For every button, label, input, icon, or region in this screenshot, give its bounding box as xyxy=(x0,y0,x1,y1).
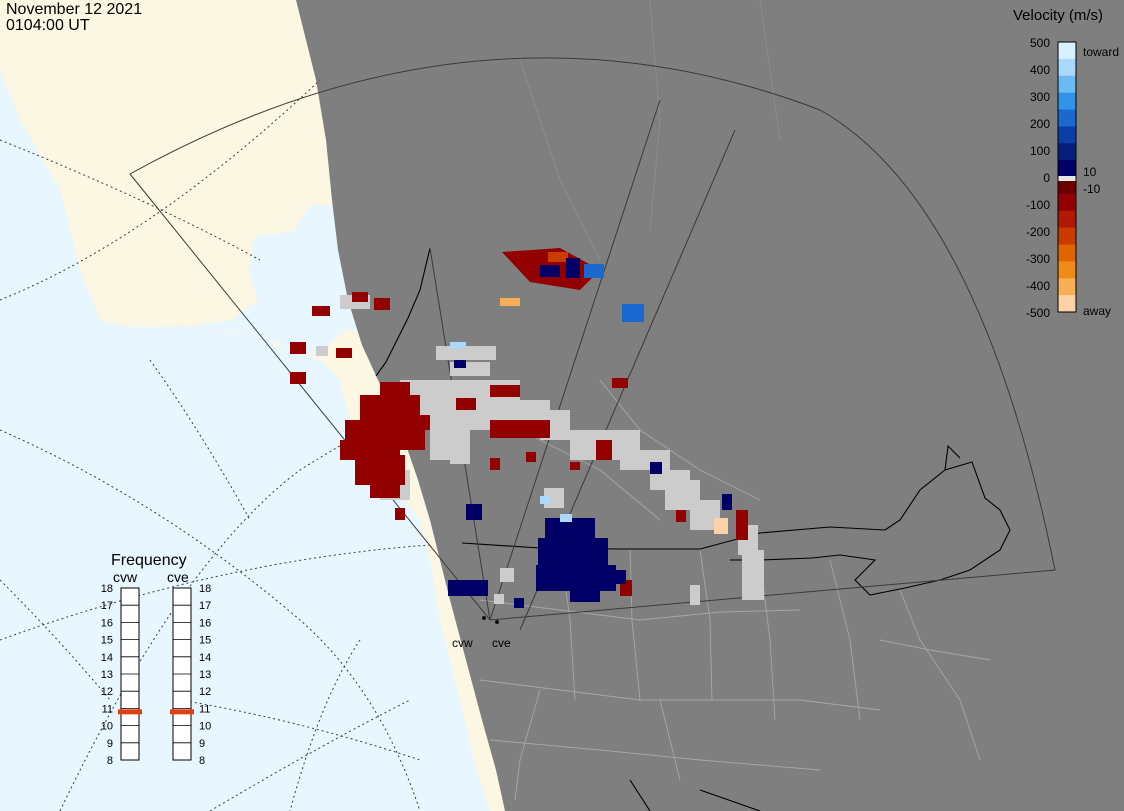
time-label: 0104:00 UT xyxy=(6,17,90,34)
velocity-tick-label: 0 xyxy=(1043,171,1050,185)
frequency-scale-right: 14 xyxy=(199,652,211,664)
velocity-color-4 xyxy=(1058,109,1076,127)
frequency-scale-right: 13 xyxy=(199,669,211,681)
frequency-marker-cvw xyxy=(118,709,142,715)
velocity-color-7 xyxy=(1058,160,1076,178)
velocity-tick-label: -400 xyxy=(1026,279,1050,293)
frequency-scale-right: 8 xyxy=(199,755,205,767)
land-day xyxy=(0,0,512,811)
station-markers xyxy=(482,616,499,624)
frequency-scale-left: 12 xyxy=(101,686,113,698)
velocity-color-9 xyxy=(1058,193,1076,212)
velocity-color-14 xyxy=(1058,278,1076,296)
frequency-scale: 18 18 17 17 16 16 15 15 14 14 13 13 12 12 11 11 10 10 9 9 8 8 xyxy=(101,583,212,767)
frequency-radar-cvw: cvw xyxy=(113,569,138,585)
frequency-scale-left: 14 xyxy=(101,652,113,664)
velocity-tick-labels: 500 400 300 200 100 0 -100 -200 -300 -400 -500 xyxy=(1026,36,1050,320)
velocity-color-11 xyxy=(1058,227,1076,245)
frequency-scale-right: 12 xyxy=(199,686,211,698)
coast-strip xyxy=(358,332,505,811)
velocity-colorbar xyxy=(1057,41,1077,313)
frequency-radar-cve: cve xyxy=(167,569,189,585)
velocity-tick-10: 10 xyxy=(1083,165,1097,179)
frequency-scale-right: 17 xyxy=(199,600,211,612)
velocity-color-8 xyxy=(1058,177,1076,195)
velocity-color-13 xyxy=(1058,261,1076,279)
velocity-tick-label: 100 xyxy=(1030,144,1050,158)
velocity-color-0 xyxy=(1058,42,1076,60)
frequency-scale-right: 11 xyxy=(199,703,210,715)
velocity-away xyxy=(500,298,520,306)
frequency-scale-left: 9 xyxy=(107,738,113,750)
velocity-color-10 xyxy=(1058,210,1076,229)
velocity-tick-neg10: -10 xyxy=(1083,182,1101,196)
frequency-scale-left: 17 xyxy=(101,600,113,612)
frequency-scale-left: 11 xyxy=(102,703,113,715)
station-cvw-label: cvw xyxy=(452,636,473,650)
velocity-tick-label: 200 xyxy=(1030,117,1050,131)
frequency-scale-left: 15 xyxy=(101,635,113,647)
velocity-colorbar-frame xyxy=(1057,41,1077,313)
velocity-color-5 xyxy=(1058,126,1076,144)
station-cve-marker xyxy=(495,620,499,624)
date-label: November 12 2021 xyxy=(6,1,143,18)
backscatter-cells xyxy=(290,248,764,608)
velocity-legend-title: Velocity (m/s) xyxy=(1013,7,1103,24)
velocity-color-15 xyxy=(1058,295,1076,313)
night-grid xyxy=(519,0,781,261)
velocity-tick-label: 500 xyxy=(1030,36,1050,50)
velocity-color-6 xyxy=(1058,143,1076,161)
velocity-positive xyxy=(448,258,732,608)
velocity-tick-label: -500 xyxy=(1026,306,1050,320)
velocity-color-3 xyxy=(1058,92,1076,110)
frequency-scale-left: 16 xyxy=(101,617,113,629)
frequency-scale-right: 10 xyxy=(199,721,211,733)
velocity-tick-label: -200 xyxy=(1026,225,1050,239)
frequency-scale-right: 16 xyxy=(199,617,211,629)
frequency-scale-right: 9 xyxy=(199,738,205,750)
frequency-scale-left: 10 xyxy=(101,721,113,733)
frequency-scale-left: 13 xyxy=(101,669,113,681)
frequency-marker-cve xyxy=(170,709,194,715)
velocity-legend: Velocity (m/s) 500 400 300 200 100 0 -100 -200 -… xyxy=(1013,7,1119,320)
velocity-tick-label: -300 xyxy=(1026,252,1050,266)
land-night xyxy=(296,0,1124,811)
frequency-scale-right: 18 xyxy=(199,583,211,595)
frequency-scale-right: 15 xyxy=(199,635,211,647)
country-borders xyxy=(375,247,1011,811)
state-lines xyxy=(479,379,991,801)
velocity-away-label: away xyxy=(1083,304,1111,318)
frequency-panel: Frequency cvw cve 18 18 17 17 16 16 15 15 14 14 13… xyxy=(101,552,212,767)
velocity-toward-label: toward xyxy=(1083,45,1119,59)
frequency-scale-left: 18 xyxy=(101,583,113,595)
velocity-tick-label: 300 xyxy=(1030,90,1050,104)
frequency-scale-left: 8 xyxy=(107,755,113,767)
velocity-positive-mid xyxy=(584,264,644,322)
velocity-color-2 xyxy=(1058,75,1076,94)
velocity-toward-faint xyxy=(450,342,572,522)
station-cvw-marker xyxy=(482,616,486,620)
velocity-tick-label: 400 xyxy=(1030,63,1050,77)
velocity-color-1 xyxy=(1058,58,1076,77)
frequency-title: Frequency xyxy=(111,552,187,569)
velocity-negative-bright xyxy=(548,252,568,262)
velocity-zero-band xyxy=(1058,176,1076,181)
velocity-tick-label: -100 xyxy=(1026,198,1050,212)
station-cve-label: cve xyxy=(492,636,511,650)
velocity-away-faint xyxy=(714,518,728,534)
velocity-color-12 xyxy=(1058,244,1076,262)
